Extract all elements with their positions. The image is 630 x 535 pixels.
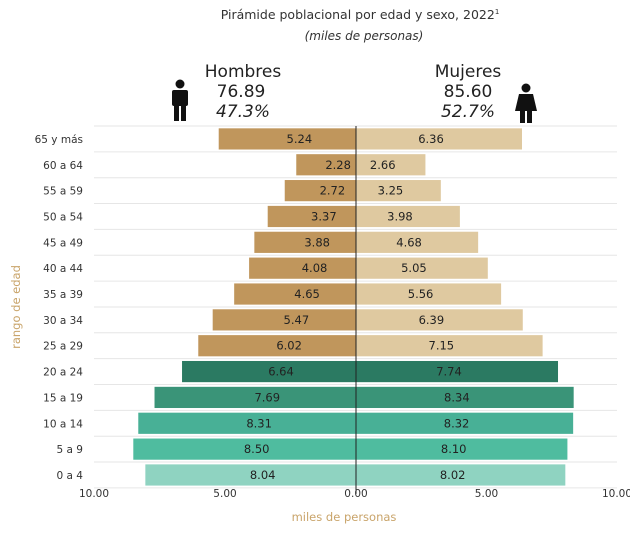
category-label: 65 y más bbox=[35, 134, 83, 146]
bar-mujeres bbox=[356, 309, 523, 331]
chart-subtitle: (miles de personas) bbox=[305, 29, 424, 43]
bar-hombres bbox=[182, 360, 356, 383]
value-label-hombres: 7.69 bbox=[254, 390, 280, 404]
bar-mujeres bbox=[356, 283, 502, 305]
value-label-mujeres: 2.66 bbox=[370, 158, 396, 172]
value-label-hombres: 2.72 bbox=[320, 184, 346, 198]
value-label-mujeres: 6.39 bbox=[419, 313, 445, 327]
x-tick-label: 5.00 bbox=[475, 488, 498, 500]
bar-mujeres bbox=[356, 154, 426, 176]
bar-mujeres bbox=[356, 360, 559, 383]
bar-mujeres bbox=[356, 412, 574, 434]
bar-mujeres bbox=[356, 464, 566, 486]
value-label-hombres: 5.47 bbox=[284, 313, 310, 327]
value-label-mujeres: 8.10 bbox=[441, 442, 467, 456]
legend-mujeres-share: 52.7% bbox=[441, 102, 495, 122]
value-label-mujeres: 8.02 bbox=[440, 468, 466, 482]
bar-hombres bbox=[133, 438, 356, 460]
male-person-icon bbox=[172, 79, 188, 121]
value-label-hombres: 4.65 bbox=[294, 287, 320, 301]
bar-mujeres bbox=[356, 335, 543, 357]
bar-hombres bbox=[296, 154, 356, 176]
bar-mujeres bbox=[356, 386, 574, 409]
x-tick-label: 10.00 bbox=[602, 488, 630, 500]
category-label: 30 a 34 bbox=[43, 315, 83, 327]
bar-hombres bbox=[212, 309, 356, 331]
x-tick-label: 5.00 bbox=[213, 488, 236, 500]
legend-hombres-name: Hombres bbox=[205, 62, 282, 82]
bar-hombres bbox=[218, 128, 356, 150]
value-label-hombres: 6.64 bbox=[268, 365, 294, 379]
y-axis-title: rango de edad bbox=[9, 265, 23, 349]
category-label: 60 a 64 bbox=[43, 160, 83, 172]
bar-hombres bbox=[154, 386, 356, 409]
value-label-hombres: 2.28 bbox=[325, 158, 351, 172]
category-label: 25 a 29 bbox=[43, 341, 83, 353]
category-label: 40 a 44 bbox=[43, 263, 83, 275]
value-label-mujeres: 7.15 bbox=[429, 339, 455, 353]
category-label: 20 a 24 bbox=[43, 367, 83, 379]
bar-mujeres bbox=[356, 128, 522, 150]
category-label: 55 a 59 bbox=[43, 186, 83, 198]
category-labels-group: 65 y más 60 a 64 55 a 59 50 a 54 45 a 49 40 a… bbox=[35, 134, 84, 482]
value-label-hombres: 4.08 bbox=[302, 261, 328, 275]
value-label-hombres: 6.02 bbox=[276, 339, 302, 353]
category-label: 35 a 39 bbox=[43, 289, 83, 301]
value-label-mujeres: 8.34 bbox=[444, 390, 470, 404]
legend-mujeres-name: Mujeres bbox=[435, 62, 502, 82]
value-label-hombres: 8.50 bbox=[244, 442, 270, 456]
bar-mujeres bbox=[356, 180, 441, 202]
bar-hombres bbox=[249, 257, 356, 279]
bar-hombres bbox=[145, 464, 356, 486]
legend-hombres-share: 47.3% bbox=[216, 102, 270, 122]
value-label-hombres: 3.88 bbox=[304, 235, 330, 249]
value-label-mujeres: 3.98 bbox=[387, 209, 413, 223]
x-tick-labels-group: 10.00 5.00 0.00 5.00 10.00 bbox=[79, 488, 630, 500]
female-person-icon bbox=[515, 83, 537, 123]
category-label: 5 a 9 bbox=[57, 444, 83, 456]
category-label: 50 a 54 bbox=[43, 211, 83, 223]
category-label: 0 a 4 bbox=[57, 470, 84, 482]
x-tick-label: 10.00 bbox=[79, 488, 109, 500]
bar-hombres bbox=[138, 412, 356, 434]
bar-hombres bbox=[254, 231, 356, 253]
bar-mujeres bbox=[356, 231, 479, 253]
value-label-hombres: 5.24 bbox=[287, 132, 313, 146]
category-label: 15 a 19 bbox=[43, 392, 83, 404]
value-label-hombres: 8.04 bbox=[250, 468, 276, 482]
value-label-hombres: 8.31 bbox=[246, 416, 272, 430]
bar-mujeres bbox=[356, 257, 488, 279]
bar-mujeres bbox=[356, 205, 460, 228]
legend-hombres-total: 76.89 bbox=[217, 82, 266, 102]
value-label-mujeres: 3.25 bbox=[378, 184, 404, 198]
legend-mujeres-total: 85.60 bbox=[444, 82, 493, 102]
value-label-mujeres: 5.56 bbox=[408, 287, 434, 301]
value-label-hombres: 3.37 bbox=[311, 209, 337, 223]
bar-hombres bbox=[234, 283, 356, 305]
bar-hombres bbox=[284, 180, 356, 202]
x-tick-label: 0.00 bbox=[344, 488, 367, 500]
category-label: 10 a 14 bbox=[43, 418, 83, 430]
value-label-mujeres: 4.68 bbox=[396, 235, 422, 249]
value-label-mujeres: 8.32 bbox=[444, 416, 470, 430]
value-label-mujeres: 5.05 bbox=[401, 261, 427, 275]
bar-hombres bbox=[198, 335, 356, 357]
value-labels-group: 5.24 6.36 2.28 2.66 2.72 3.25 3.37 3.98 3.88 4.68… bbox=[244, 132, 470, 482]
bar-mujeres bbox=[356, 438, 568, 460]
chart-title: Pirámide poblacional por edad y sexo, 20… bbox=[221, 7, 500, 22]
value-label-mujeres: 7.74 bbox=[436, 365, 462, 379]
x-axis-title: miles de personas bbox=[292, 510, 397, 524]
value-label-mujeres: 6.36 bbox=[418, 132, 444, 146]
category-label: 45 a 49 bbox=[43, 237, 83, 249]
bar-hombres bbox=[267, 205, 356, 228]
bars-group bbox=[133, 128, 574, 486]
